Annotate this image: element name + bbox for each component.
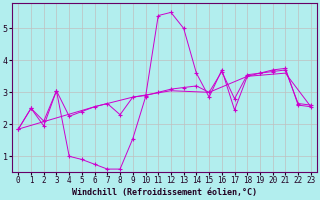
X-axis label: Windchill (Refroidissement éolien,°C): Windchill (Refroidissement éolien,°C)	[72, 188, 257, 197]
